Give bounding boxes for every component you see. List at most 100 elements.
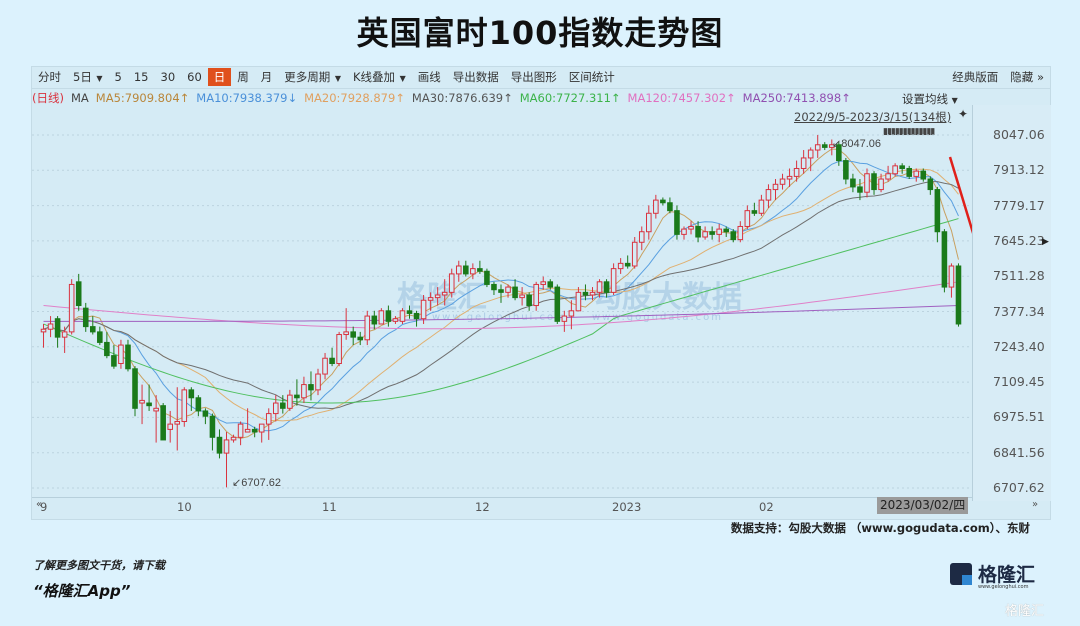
candle[interactable] (829, 144, 835, 148)
candle[interactable] (111, 355, 117, 367)
toolbar-item-4[interactable]: 30 (160, 70, 176, 84)
candle[interactable] (195, 397, 202, 412)
candle[interactable] (793, 167, 800, 177)
candle[interactable] (308, 384, 314, 391)
candle[interactable] (498, 289, 504, 293)
candle[interactable] (350, 331, 356, 338)
candle[interactable] (484, 270, 490, 285)
candle[interactable] (582, 291, 589, 296)
candle[interactable] (800, 157, 807, 169)
candle[interactable] (786, 175, 793, 180)
candle[interactable] (280, 402, 286, 409)
candle[interactable] (948, 265, 955, 288)
candle[interactable] (667, 202, 673, 212)
candle[interactable] (533, 283, 539, 307)
candle[interactable] (927, 178, 934, 191)
candle[interactable] (596, 281, 603, 293)
toolbar-item-8[interactable]: 月 (260, 70, 273, 84)
scroll-left-icon[interactable]: « (36, 499, 43, 510)
candle[interactable] (491, 283, 497, 291)
candle[interactable] (526, 294, 532, 307)
candle[interactable] (364, 315, 371, 341)
candle[interactable] (737, 225, 744, 241)
candle[interactable] (146, 402, 152, 407)
candle[interactable] (716, 228, 722, 235)
candle[interactable] (751, 210, 758, 214)
candle[interactable] (301, 384, 307, 399)
candle[interactable] (97, 331, 103, 343)
candle[interactable] (688, 225, 694, 230)
candle[interactable] (181, 389, 188, 422)
candle[interactable] (934, 189, 941, 233)
candle[interactable] (47, 323, 54, 330)
candle[interactable] (406, 310, 413, 314)
candle[interactable] (878, 178, 884, 191)
candle[interactable] (617, 262, 624, 270)
candle[interactable] (202, 410, 209, 417)
candle[interactable] (941, 231, 948, 288)
candle[interactable] (132, 368, 138, 409)
candle[interactable] (223, 439, 230, 454)
candle[interactable] (265, 413, 272, 425)
candle[interactable] (167, 423, 173, 430)
candle[interactable] (871, 173, 877, 191)
toolbar-item-5[interactable]: 60 (187, 70, 202, 84)
candle[interactable] (660, 199, 666, 204)
candle[interactable] (75, 281, 82, 307)
candle[interactable] (153, 407, 159, 412)
toolbar-item-7[interactable]: 周 (237, 70, 249, 84)
candle[interactable] (723, 228, 730, 233)
x-axis[interactable]: 9 10 11 12 2023 02 (32, 497, 972, 515)
toolbar-item-12[interactable]: 导出数据 (452, 70, 499, 84)
candle[interactable] (955, 265, 962, 325)
candle[interactable] (470, 268, 476, 275)
candle[interactable] (287, 394, 293, 409)
toolbar-item-1[interactable]: 5日 ▼ (73, 70, 103, 84)
toolbar-item-3[interactable]: 15 (133, 70, 149, 84)
candle[interactable] (160, 405, 166, 441)
candle[interactable] (568, 310, 575, 317)
candle[interactable] (209, 415, 216, 438)
candle[interactable] (385, 310, 392, 322)
candle[interactable] (821, 144, 828, 148)
candle[interactable] (836, 144, 842, 162)
candle[interactable] (343, 331, 349, 336)
candle[interactable] (674, 210, 680, 235)
candle[interactable] (294, 394, 300, 399)
candle[interactable] (512, 286, 518, 299)
candle[interactable] (237, 423, 244, 438)
candle[interactable] (118, 344, 124, 365)
candle[interactable] (230, 436, 237, 441)
candle[interactable] (139, 399, 145, 404)
pin-icon[interactable]: ✦ (958, 107, 969, 121)
candle[interactable] (54, 318, 61, 338)
candle[interactable] (329, 357, 335, 365)
candle[interactable] (89, 326, 96, 333)
candle[interactable] (610, 268, 617, 293)
candle[interactable] (709, 231, 715, 235)
candle[interactable] (561, 315, 568, 322)
candle[interactable] (913, 170, 920, 177)
candle[interactable] (899, 165, 905, 169)
candle[interactable] (744, 210, 751, 227)
candle[interactable] (624, 262, 631, 267)
candle[interactable] (427, 297, 434, 301)
candle[interactable] (357, 336, 364, 341)
candle[interactable] (441, 291, 448, 296)
scroll-right-icon[interactable]: » (1032, 499, 1039, 510)
candle[interactable] (505, 286, 511, 293)
toolbar-item-14[interactable]: 区间统计 (568, 70, 615, 84)
candle[interactable] (216, 436, 223, 454)
candle[interactable] (378, 310, 385, 325)
candle[interactable] (174, 420, 181, 425)
toolbar-item-13[interactable]: 导出图形 (510, 70, 557, 84)
toolbar-item-10[interactable]: K线叠加 ▼ (352, 70, 406, 84)
candle[interactable] (864, 173, 870, 193)
candle[interactable] (638, 231, 645, 243)
candle[interactable] (251, 428, 258, 433)
candle[interactable] (758, 199, 765, 214)
expand-right-icon[interactable]: ▶ (1042, 237, 1049, 247)
toolbar-item-6[interactable]: 日 (207, 68, 232, 86)
candle[interactable] (850, 178, 856, 188)
candle[interactable] (646, 212, 652, 233)
